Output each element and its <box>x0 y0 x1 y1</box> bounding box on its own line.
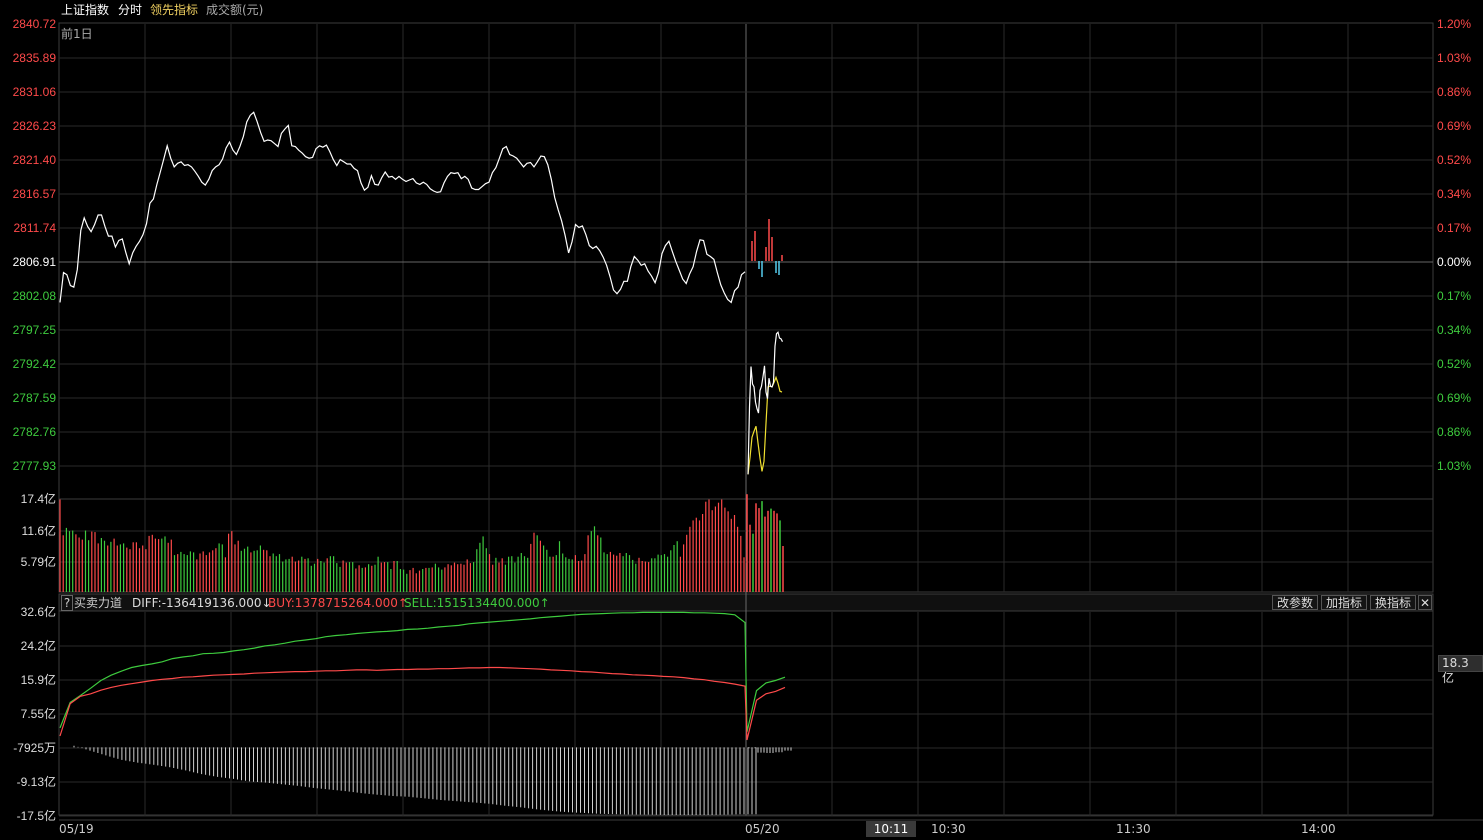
volume-tick-label: 17.4亿 <box>21 491 56 506</box>
date-label-day2: 05/20 <box>745 822 780 836</box>
pct-tick-label: 0.69% <box>1437 119 1471 133</box>
indicator-buy: BUY:1378715264.000↑ <box>268 596 408 610</box>
time-label-1400: 14:00 <box>1301 822 1336 836</box>
pct-tick-label: 1.20% <box>1437 17 1471 31</box>
pct-tick-label: 1.03% <box>1437 51 1471 65</box>
price-line-day2 <box>747 331 784 475</box>
price-tick-label: 2806.91 <box>13 255 57 269</box>
indicator-tick-label: -17.5亿 <box>17 808 56 823</box>
price-tick-label: 2797.25 <box>13 323 57 337</box>
price-tick-label: 2777.93 <box>13 459 57 473</box>
price-tick-label: 2831.06 <box>13 85 57 99</box>
indicator-tick-label: 24.2亿 <box>21 638 56 653</box>
indicator-sell: SELL:1515134400.000↑ <box>404 596 550 610</box>
pct-tick-label: 0.52% <box>1437 153 1471 167</box>
indicator-current-value: 18.3亿 <box>1438 655 1483 685</box>
sell-line <box>59 611 786 733</box>
price-tick-label: 2811.74 <box>14 221 57 235</box>
price-line-day1 <box>59 111 746 304</box>
time-label-1030: 10:30 <box>931 822 966 836</box>
index-name[interactable]: 上证指数 <box>61 3 110 17</box>
price-tick-label: 2792.42 <box>13 357 57 371</box>
cursor-time-label: 10:11 <box>866 821 916 837</box>
pct-tick-label: 1.03% <box>1437 459 1471 473</box>
indicator-tick-label: 7.55亿 <box>21 706 56 721</box>
indicator-help-icon[interactable]: ? <box>61 595 73 611</box>
date-label-day1: 05/19 <box>59 822 94 836</box>
pct-tick-label: 0.86% <box>1437 425 1471 439</box>
time-label-1130: 11:30 <box>1116 822 1151 836</box>
volume-tick-label: 5.79亿 <box>21 554 56 569</box>
pct-tick-label: 0.17% <box>1437 289 1471 303</box>
indicator-tick-label: 15.9亿 <box>21 672 56 687</box>
avg-price-line-day2 <box>747 375 783 475</box>
indicator-tick-label: -7925万 <box>13 741 56 755</box>
price-tick-label: 2826.23 <box>13 119 57 133</box>
indicator-tick-label: -9.13亿 <box>17 774 56 789</box>
price-tick-label: 2816.57 <box>13 187 57 201</box>
price-tick-label: 2802.08 <box>13 289 57 303</box>
pct-tick-label: 0.69% <box>1437 391 1471 405</box>
pct-tick-label: 0.17% <box>1437 221 1471 235</box>
pct-tick-label: 0.86% <box>1437 85 1471 99</box>
pct-tick-label: 0.52% <box>1437 357 1471 371</box>
prev-day-label[interactable]: 前1日 <box>61 27 93 41</box>
tab-timeshare[interactable]: 分时 <box>118 3 143 17</box>
indicator-name[interactable]: 买卖力道 <box>74 596 123 610</box>
price-tick-label: 2821.40 <box>13 153 57 167</box>
pct-tick-label: 0.34% <box>1437 187 1471 201</box>
tab-leading-indicator[interactable]: 领先指标 <box>150 3 199 17</box>
add-indicator-button[interactable]: 加指标 <box>1321 595 1367 610</box>
price-tick-label: 2787.59 <box>13 391 57 405</box>
close-indicator-icon[interactable]: ✕ <box>1418 595 1432 610</box>
price-tick-label: 2782.76 <box>13 425 57 439</box>
switch-indicator-button[interactable]: 换指标 <box>1370 595 1416 610</box>
volume-tick-label: 11.6亿 <box>22 523 56 538</box>
pct-tick-label: 0.34% <box>1437 323 1471 337</box>
price-tick-label: 2835.89 <box>13 51 57 65</box>
tab-turnover[interactable]: 成交额(元) <box>206 3 264 17</box>
edit-params-button[interactable]: 改参数 <box>1272 595 1318 610</box>
buy-line <box>59 666 786 741</box>
price-tick-label: 2840.72 <box>13 17 57 31</box>
indicator-diff: DIFF:-136419136.000↓ <box>132 596 272 610</box>
indicator-tick-label: 32.6亿 <box>21 604 56 619</box>
pct-tick-label: 0.00% <box>1437 255 1471 269</box>
